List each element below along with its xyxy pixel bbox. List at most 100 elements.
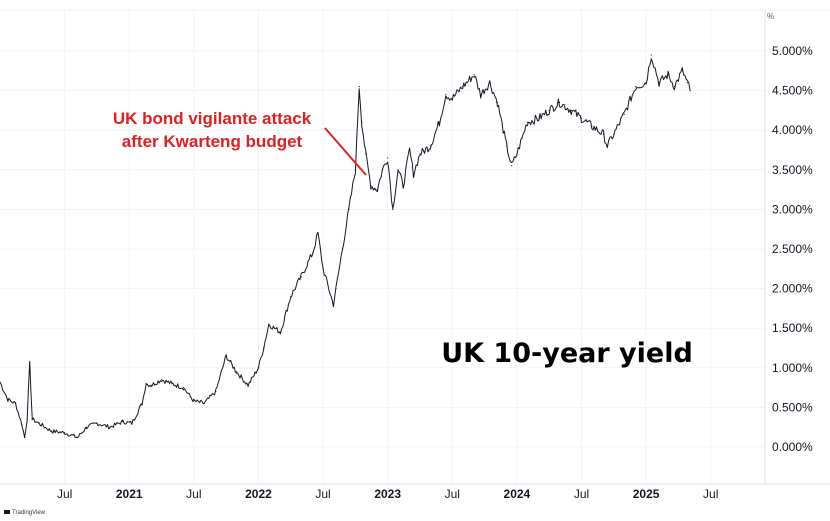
y-tick-label: 3.000% — [772, 202, 813, 216]
data-point — [511, 165, 513, 167]
data-point — [387, 157, 389, 159]
y-unit-label: % — [767, 12, 774, 21]
data-point — [51, 430, 53, 432]
x-tick-label: 2022 — [245, 487, 272, 501]
data-point — [645, 82, 647, 84]
gridlines — [0, 10, 765, 484]
data-point — [429, 145, 431, 147]
data-point — [521, 137, 523, 139]
data-point — [312, 252, 314, 254]
data-point — [365, 153, 367, 155]
data-point — [150, 384, 152, 386]
data-point — [358, 86, 360, 88]
data-point — [335, 288, 337, 290]
series-line-uk-10y — [0, 58, 691, 438]
chart-title: UK 10-year yield — [441, 338, 693, 369]
data-point — [23, 436, 26, 439]
data-point — [76, 436, 79, 439]
y-tick-label: 0.500% — [772, 400, 813, 414]
y-tick-label: 4.500% — [772, 84, 813, 98]
data-point — [64, 432, 66, 434]
data-point — [31, 418, 33, 420]
data-point — [623, 113, 625, 115]
data-point — [122, 421, 124, 423]
data-point — [322, 268, 324, 270]
data-point — [412, 173, 415, 175]
tradingview-logo-text: TradingView — [12, 510, 46, 516]
y-tick-label: 1.500% — [772, 321, 813, 335]
annotation-line-1: UK bond vigilante attack — [113, 109, 312, 128]
data-point — [397, 169, 399, 171]
y-tick-label: 4.000% — [772, 123, 813, 137]
data-point — [689, 90, 691, 92]
data-point — [215, 390, 217, 393]
data-point — [263, 347, 265, 349]
data-point — [538, 117, 540, 119]
data-point — [686, 82, 689, 84]
data-point — [348, 208, 350, 210]
data-point — [451, 97, 453, 100]
data-point — [667, 74, 669, 76]
data-point — [602, 133, 605, 135]
data-point — [235, 371, 238, 373]
data-point — [370, 185, 372, 187]
x-tick-label: Jul — [703, 487, 718, 501]
data-point — [681, 70, 683, 72]
data-point — [193, 400, 195, 402]
data-point — [21, 424, 23, 426]
y-tick-label: 5.000% — [772, 44, 813, 58]
data-point — [606, 145, 608, 147]
price-scale[interactable]: 5.000% 4.500% 4.000% 3.500% 3.000% 2.500% 2.00… — [772, 44, 813, 454]
data-point — [462, 86, 464, 88]
data-point — [480, 93, 482, 96]
data-point — [203, 402, 205, 405]
data-point — [354, 169, 356, 171]
data-point — [361, 121, 363, 123]
data-point — [376, 189, 378, 191]
time-scale[interactable]: Jul 2021 Jul 2022 Jul 2023 Jul 2024 Jul 2025 Jul — [57, 487, 718, 501]
x-tick-label: 2024 — [504, 487, 531, 501]
x-tick-label: Jul — [186, 487, 201, 501]
data-point — [332, 303, 334, 306]
y-tick-label: 0.000% — [772, 440, 813, 454]
data-point — [290, 295, 292, 298]
annotation: UK bond vigilante attack after Kwarteng … — [113, 109, 367, 176]
data-point — [160, 379, 163, 381]
data-point — [300, 276, 302, 278]
data-point — [548, 109, 550, 111]
data-point — [445, 93, 447, 96]
data-point — [29, 363, 31, 365]
data-point — [141, 402, 143, 405]
data-point — [580, 117, 583, 119]
data-point — [341, 248, 344, 250]
data-point — [145, 383, 147, 385]
data-point — [505, 145, 508, 147]
x-tick-label: 2025 — [633, 487, 660, 501]
data-point — [171, 383, 173, 385]
data-point — [402, 185, 404, 187]
x-tick-label: Jul — [574, 487, 589, 501]
data-point — [473, 74, 475, 76]
data-point — [14, 402, 17, 405]
x-tick-label: 2021 — [116, 487, 143, 501]
data-point — [650, 54, 652, 56]
annotation-line-2: after Kwarteng budget — [122, 132, 303, 151]
tradingview-logo[interactable]: TradingView — [4, 510, 46, 516]
data-point — [438, 121, 440, 123]
data-point — [526, 121, 528, 123]
series-layer — [0, 54, 691, 439]
data-point — [409, 149, 411, 151]
data-point — [516, 153, 518, 155]
data-point — [38, 422, 40, 424]
data-point — [182, 387, 185, 389]
data-point — [279, 331, 282, 333]
data-point — [257, 367, 260, 369]
data-point — [268, 323, 270, 325]
data-point — [673, 86, 676, 88]
y-tick-label: 2.500% — [772, 242, 813, 256]
tradingview-logo-icon — [4, 510, 10, 514]
y-tick-label: 1.000% — [772, 361, 813, 375]
data-point — [26, 418, 28, 420]
data-point — [225, 355, 227, 357]
